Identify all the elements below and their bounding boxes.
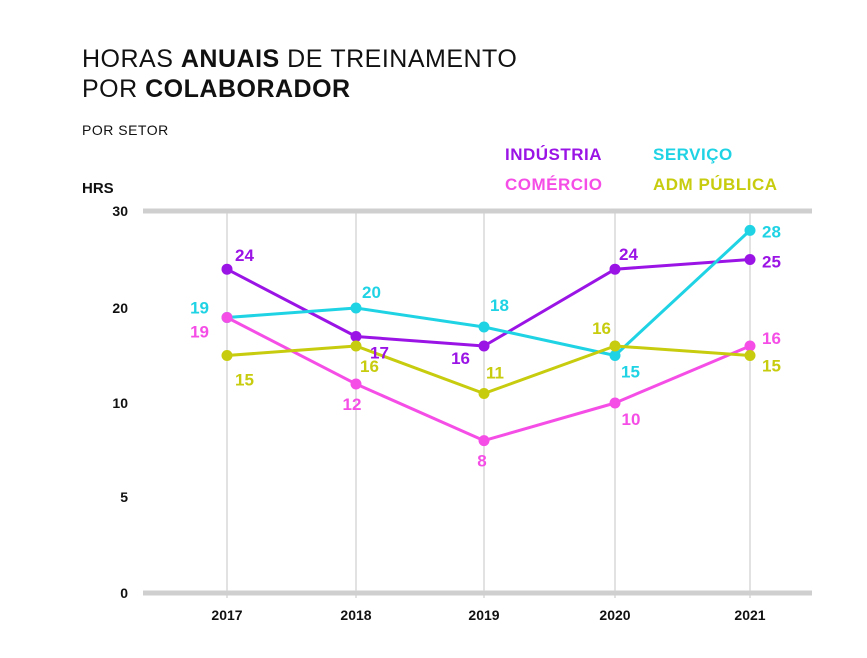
y-tick-label: 10 [112,395,128,411]
chart-subtitle: POR SETOR [82,122,169,138]
title-part: DE TREINAMENTO [279,45,518,73]
data-label-industria-2019: 16 [451,349,470,368]
point-servico-2021 [744,224,756,236]
chart-title: HORAS ANUAIS DE TREINAMENTO POR COLABORAD… [82,44,517,104]
point-industria-2020 [609,263,621,275]
point-comercio-2017 [221,312,233,323]
y-tick-label: 5 [120,489,128,505]
point-adm-publica-2017 [221,350,233,361]
y-tick-label: 30 [112,203,128,219]
data-label-adm-publica-2017: 15 [235,371,254,390]
data-label-adm-publica-2019: 11 [486,364,504,383]
point-servico-2018 [350,302,362,314]
data-label-servico-2017: 19 [190,299,209,318]
data-label-servico-2021: 28 [762,222,781,241]
x-tick-label: 2018 [340,607,371,623]
title-part: HORAS [82,45,181,73]
data-label-comercio-2020: 10 [622,410,641,429]
y-axis-label: HRS [82,180,114,197]
point-servico-2019 [478,321,490,333]
legend-servico: SERVIÇO [653,145,733,164]
point-industria-2019 [478,340,490,352]
title-part: POR [82,75,146,103]
point-adm-publica-2020 [609,340,621,352]
data-label-industria-2018: 17 [370,344,389,363]
data-label-comercio-2021: 16 [762,329,781,348]
legend-industria: INDÚSTRIA [505,145,603,164]
title-part: COLABORADOR [145,75,351,103]
data-label-industria-2020: 24 [619,245,638,264]
data-label-servico-2019: 18 [490,296,509,315]
x-tick-label: 2019 [468,607,499,623]
point-comercio-2020 [609,397,621,409]
point-comercio-2019 [478,435,490,447]
point-industria-2017 [221,263,233,275]
data-label-comercio-2019: 8 [477,452,486,471]
data-label-comercio-2017: 19 [190,323,209,342]
series-line-servico [226,229,752,357]
y-tick-label: 0 [120,585,128,601]
data-label-adm-publica-2020: 16 [592,319,611,338]
y-tick-label: 20 [112,300,128,316]
point-adm-publica-2019 [478,388,490,399]
point-industria-2018 [350,331,362,342]
x-tick-label: 2020 [599,607,630,623]
title-part: ANUAIS [180,45,280,73]
data-label-comercio-2018: 12 [343,395,362,414]
data-label-adm-publica-2018: 16 [360,357,379,376]
legend-comercio: COMÉRCIO [505,175,603,194]
point-adm-publica-2018 [350,340,362,352]
data-label-servico-2020: 15 [621,363,640,382]
point-servico-2020 [609,350,621,361]
legend-adm-publica: ADM PÚBLICA [653,175,778,194]
data-label-industria-2017: 24 [235,246,254,265]
point-industria-2021 [744,254,756,265]
point-adm-publica-2021 [744,350,756,361]
data-label-adm-publica-2021: 15 [762,357,781,376]
x-tick-label: 2017 [211,607,242,623]
x-tick-label: 2021 [734,607,765,623]
data-label-industria-2021: 25 [762,253,781,272]
data-label-servico-2018: 20 [362,283,381,302]
point-comercio-2018 [350,378,362,390]
point-comercio-2021 [744,340,756,352]
